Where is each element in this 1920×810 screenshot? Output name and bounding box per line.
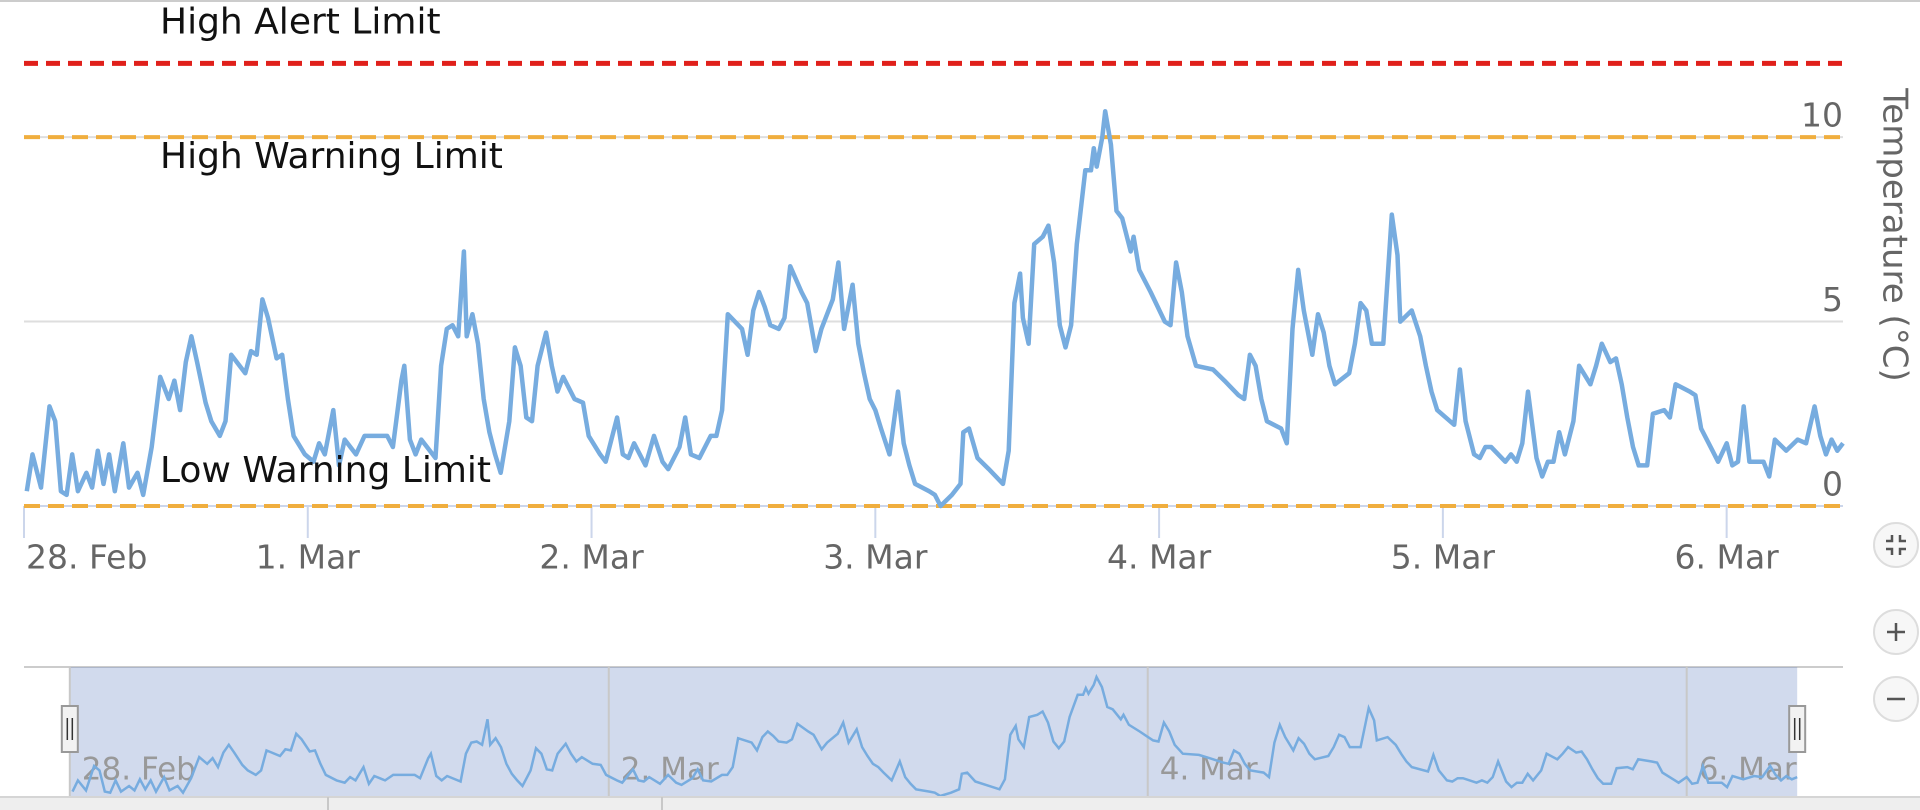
zoom-reset-button[interactable] xyxy=(1873,522,1919,568)
limit-label: High Alert Limit xyxy=(160,1,441,42)
navigator-handle[interactable] xyxy=(60,705,79,753)
limit-label: Low Warning Limit xyxy=(160,450,491,491)
handle-box xyxy=(60,705,79,753)
zoom-out-button[interactable] xyxy=(1873,676,1919,722)
y-tick-label: 5 xyxy=(1822,280,1843,319)
y-tick-label: 0 xyxy=(1822,465,1843,504)
x-tick-label: 5. Mar xyxy=(1391,538,1496,577)
navigator-tick-label: 2. Mar xyxy=(621,752,719,788)
limit-label: High Warning Limit xyxy=(160,136,503,177)
navigator-handle[interactable] xyxy=(1788,705,1807,753)
navigator-line xyxy=(71,673,1798,798)
x-tick-label: 28. Feb xyxy=(26,538,147,577)
x-tick-label: 1. Mar xyxy=(256,538,361,577)
x-tick-label: 2. Mar xyxy=(539,538,644,577)
scrollbar-track[interactable] xyxy=(0,797,1920,810)
x-tick-label: 3. Mar xyxy=(823,538,928,577)
main-plot: 0 5 10 28. Feb 1. Mar 2. Mar 3. Mar 4. Mar 5. Ma… xyxy=(23,1,1845,577)
data-line xyxy=(24,109,1845,509)
y-axis-title: Temperature (°C) xyxy=(1875,87,1915,381)
navigator: 28. Feb 2. Mar 4. Mar 6. Mar xyxy=(24,666,1843,798)
scrollbar[interactable] xyxy=(0,796,1920,810)
handle-box xyxy=(1788,705,1807,753)
zoom-in-button[interactable] xyxy=(1873,609,1919,655)
button-icon xyxy=(1887,623,1905,641)
button-circle[interactable] xyxy=(1873,522,1919,568)
y-tick-label: 10 xyxy=(1801,96,1843,135)
x-tick-label: 6. Mar xyxy=(1675,538,1780,577)
x-tick-label: 4. Mar xyxy=(1107,538,1212,577)
button-icon xyxy=(1886,535,1906,555)
